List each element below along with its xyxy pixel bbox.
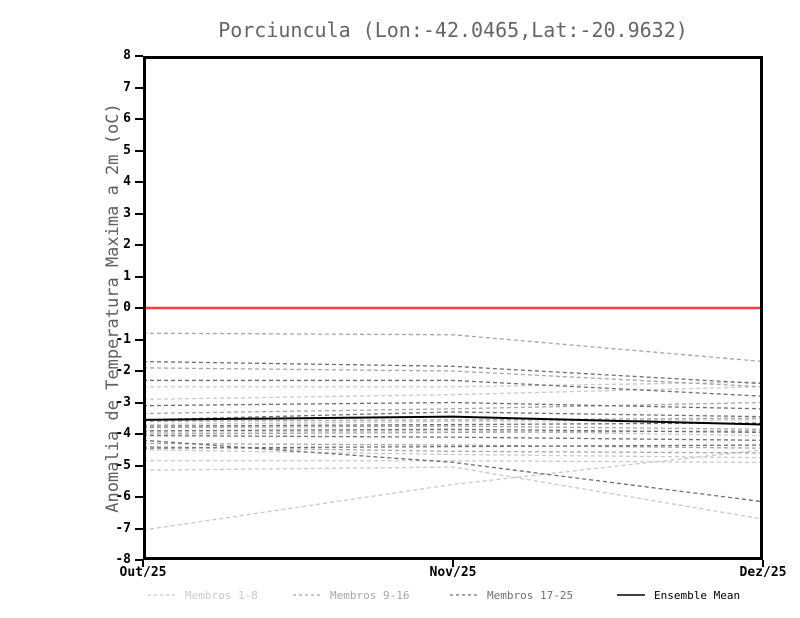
plot-border xyxy=(143,56,763,560)
legend-label: Membros 17-25 xyxy=(487,588,574,602)
legend-dashed-line-sample xyxy=(450,594,478,596)
x-tick xyxy=(762,560,764,567)
y-tick xyxy=(135,496,143,498)
ensemble-member-line xyxy=(143,466,763,520)
legend-label: Ensemble Mean xyxy=(654,588,741,602)
y-tick xyxy=(135,433,143,435)
legend-item: Membros 17-25 xyxy=(450,588,573,602)
y-tick-label: 2 xyxy=(123,237,131,252)
y-tick xyxy=(135,370,143,372)
y-tick-label: -1 xyxy=(115,331,131,347)
y-tick-label: 6 xyxy=(123,111,131,126)
y-tick xyxy=(135,212,143,215)
x-tick-label: Nov/25 xyxy=(429,565,477,580)
ensemble-member-line xyxy=(143,444,763,449)
y-tick xyxy=(135,118,143,120)
plot-area xyxy=(143,56,763,560)
x-tick xyxy=(142,560,144,567)
legend-dashed-line-sample xyxy=(293,594,321,596)
chart-title: Porciuncula (Lon:-42.0465,Lat:-20.9632) xyxy=(218,18,688,42)
x-tick-label: Dez/25 xyxy=(739,565,787,580)
y-tick-label: 5 xyxy=(123,142,131,158)
y-tick xyxy=(135,307,143,309)
ensemble-mean-line xyxy=(143,415,763,426)
ensemble-member-line xyxy=(143,425,763,430)
x-tick xyxy=(452,560,454,567)
ensemble-member-line xyxy=(143,360,763,385)
ensemble-member-line xyxy=(143,367,763,388)
x-tick-label: Out/25 xyxy=(119,565,167,580)
ensemble-member-line xyxy=(143,401,763,410)
ensemble-member-line xyxy=(143,332,763,363)
ensemble-member-line xyxy=(143,434,763,441)
ensemble-member-line xyxy=(143,449,763,459)
legend-label: Membros 1-8 xyxy=(185,588,258,602)
legend-item: Ensemble Mean xyxy=(617,588,740,602)
ensemble-member-line xyxy=(143,422,763,427)
ensemble-member-line xyxy=(143,401,763,415)
y-tick-label: 0 xyxy=(123,300,131,315)
ensemble-member-line xyxy=(143,417,763,423)
ensemble-member-line xyxy=(143,379,763,397)
y-tick-label: 3 xyxy=(123,205,131,221)
y-tick-label: -8 xyxy=(115,552,131,567)
y-tick-label: 4 xyxy=(123,174,131,189)
ensemble-member-line xyxy=(143,411,763,421)
y-tick xyxy=(135,149,143,152)
y-tick-label: -2 xyxy=(115,363,131,378)
y-tick-label: 7 xyxy=(123,79,131,95)
ensemble-member-line xyxy=(143,419,763,426)
legend-label: Membros 9-16 xyxy=(330,588,410,602)
ensemble-member-line xyxy=(143,430,763,435)
ensemble-member-line xyxy=(143,430,763,437)
ensemble-member-line xyxy=(143,428,763,434)
ensemble-member-line xyxy=(143,386,763,400)
ensemble-member-line xyxy=(143,381,763,388)
ensemble-member-line xyxy=(143,449,763,531)
y-tick-label: -7 xyxy=(115,520,131,536)
legend-item: Membros 9-16 xyxy=(293,588,409,602)
y-tick xyxy=(135,559,143,561)
legend-dashed-line-sample xyxy=(148,594,176,596)
legend-solid-line-sample xyxy=(617,594,645,596)
y-tick-label: -4 xyxy=(115,426,131,441)
ensemble-member-line xyxy=(143,439,763,503)
y-tick xyxy=(135,527,143,530)
y-tick-label: 8 xyxy=(123,48,131,63)
ensemble-member-line xyxy=(143,460,763,463)
y-tick-label: -6 xyxy=(115,489,131,504)
y-tick xyxy=(135,338,143,341)
y-tick xyxy=(135,181,143,183)
y-tick xyxy=(135,401,143,404)
ensemble-member-line xyxy=(143,442,763,449)
y-tick-label: -3 xyxy=(115,394,131,410)
y-tick xyxy=(135,55,143,57)
y-tick xyxy=(135,86,143,89)
y-tick xyxy=(135,244,143,246)
legend-item: Membros 1-8 xyxy=(148,588,258,602)
ensemble-member-line xyxy=(143,445,763,454)
y-tick xyxy=(135,464,143,467)
y-tick xyxy=(135,275,143,278)
y-tick-label: 1 xyxy=(123,268,131,284)
y-tick-label: -5 xyxy=(115,457,131,473)
